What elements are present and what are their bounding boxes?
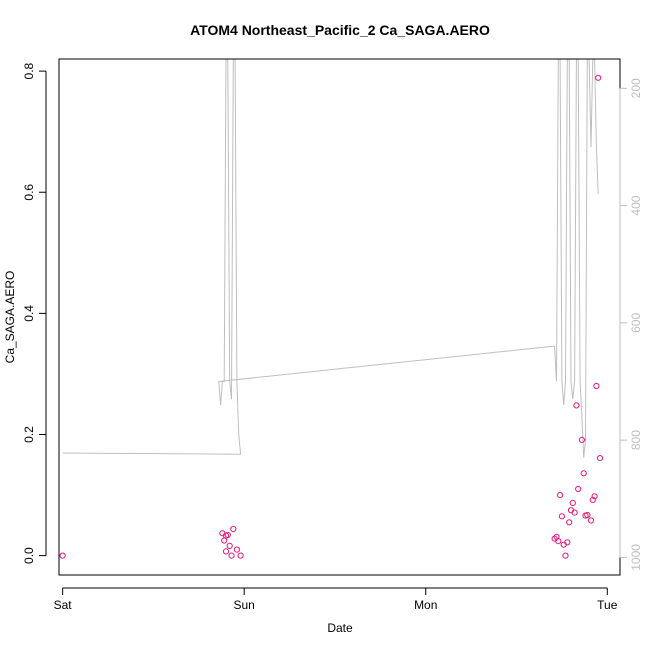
x-tick-label: Tue: [597, 598, 618, 612]
y2-tick-label: 1000: [629, 544, 643, 571]
data-point: [578, 436, 586, 443]
chart-title: ATOM4 Northeast_Pacific_2 Ca_SAGA.AERO: [190, 22, 490, 38]
y-axis: 0.0 0.2 0.4 0.6 0.8: [22, 62, 47, 564]
data-point: [591, 493, 598, 500]
data-point: [593, 382, 600, 390]
data-point: [575, 485, 582, 493]
data-point: [566, 519, 573, 526]
data-point: [226, 542, 233, 550]
y-tick-label: 0.8: [22, 62, 36, 79]
y2-axis: 200 400 600 800 1000: [619, 78, 643, 571]
plot-frame: [58, 58, 621, 576]
y2-tick-label: 600: [629, 313, 643, 333]
data-point: [224, 531, 231, 539]
data-point: [237, 552, 244, 559]
y2-tick-label: 400: [629, 195, 643, 215]
x-tick-label: Sat: [54, 598, 73, 612]
x-tick-label: Sun: [234, 598, 255, 612]
plot-area: [59, 59, 604, 559]
data-point: [589, 496, 596, 503]
y2-tick-label: 200: [629, 78, 643, 98]
data-point: [558, 513, 566, 520]
y-axis-label: Ca_SAGA.AERO: [3, 271, 17, 364]
y-tick-label: 0.4: [22, 305, 36, 322]
data-point: [564, 539, 571, 546]
y-tick-label: 0.0: [22, 547, 36, 564]
x-axis: Sat Sun Mon Tue: [54, 587, 618, 612]
data-point: [557, 492, 564, 499]
data-point: [580, 470, 587, 477]
y-tick-label: 0.6: [22, 184, 36, 201]
data-point: [555, 538, 562, 545]
data-point: [230, 525, 237, 533]
x-axis-label: Date: [327, 621, 353, 635]
data-point: [228, 552, 235, 559]
data-point: [587, 517, 595, 524]
data-point: [562, 552, 569, 559]
altitude-line: [62, 59, 599, 458]
data-point: [222, 548, 230, 555]
data-point: [569, 499, 576, 506]
x-tick-label: Mon: [414, 598, 437, 612]
data-point: [584, 511, 591, 519]
data-point: [596, 455, 604, 462]
data-point: [233, 546, 240, 553]
y-tick-label: 0.2: [22, 426, 36, 443]
y2-tick-label: 800: [629, 430, 643, 450]
data-point: [571, 509, 578, 516]
data-point: [595, 74, 602, 81]
data-point: [59, 552, 66, 559]
data-point: [573, 402, 580, 409]
